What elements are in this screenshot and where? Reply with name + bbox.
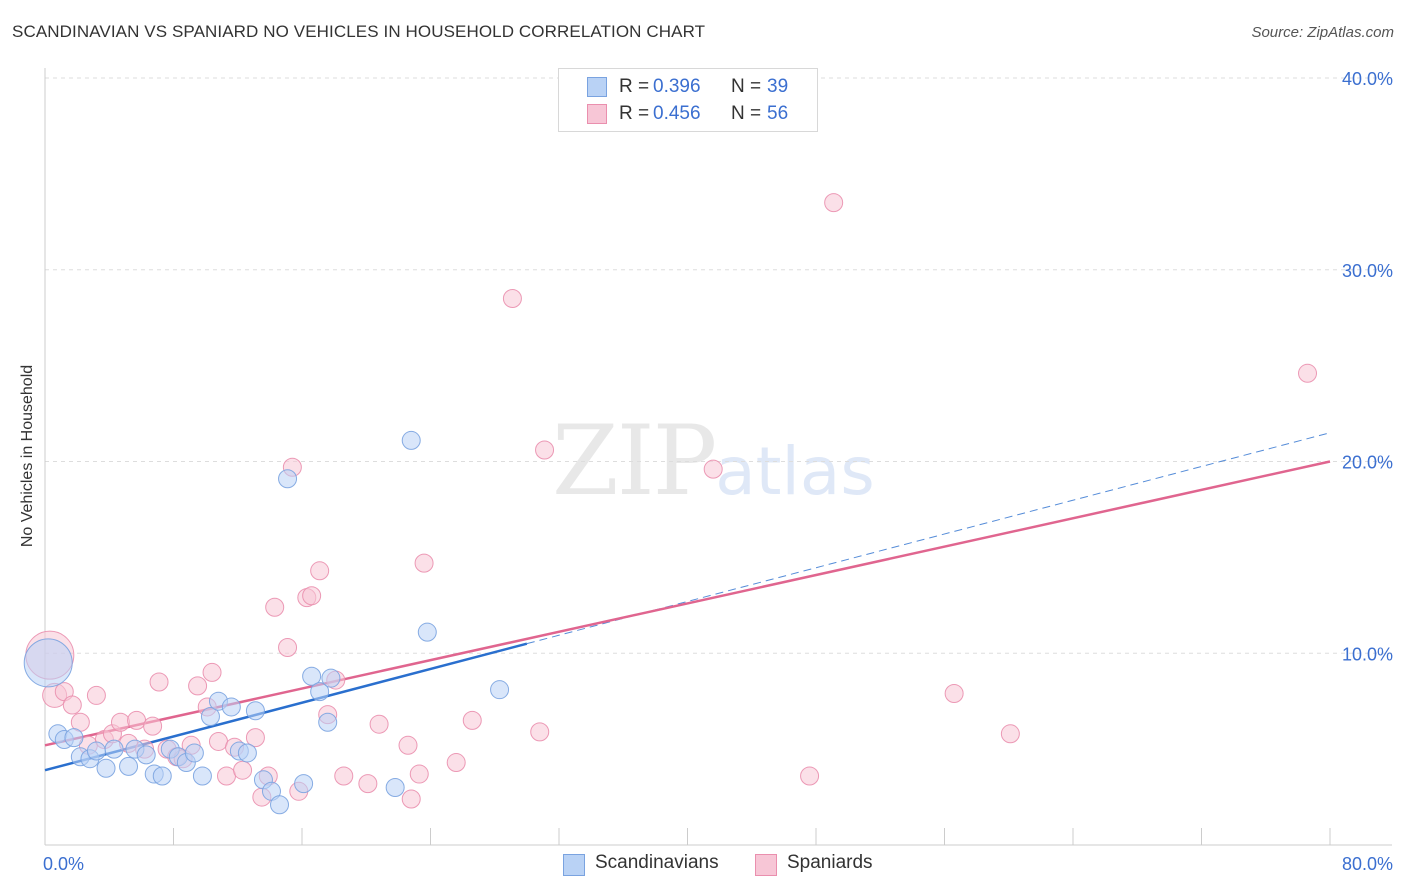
correlation-legend: R = 0.396 N = 39 R = 0.456 N = 56 xyxy=(558,68,818,132)
scandinavian-point xyxy=(385,777,405,797)
scandinavian-point xyxy=(136,745,156,765)
scandinavian-point xyxy=(318,712,338,732)
spaniard-point xyxy=(149,672,169,692)
spaniard-point xyxy=(446,753,466,773)
legend-r-value: 0.396 xyxy=(653,76,701,97)
spaniard-trend-line xyxy=(44,460,1331,747)
trend-lines xyxy=(44,432,1331,772)
spaniard-point xyxy=(265,597,285,617)
blue-swatch xyxy=(563,854,585,876)
x-tick-label: 0.0% xyxy=(43,854,84,874)
y-tick-label: 10.0% xyxy=(1342,644,1393,664)
bottom-legend-label: Spaniards xyxy=(787,852,873,873)
watermark-atlas: atlas xyxy=(715,433,875,510)
spaniard-point xyxy=(310,561,330,581)
legend-n-label: N = xyxy=(731,103,762,124)
spaniard-point xyxy=(86,685,106,705)
y-tick-label: 40.0% xyxy=(1342,69,1393,89)
zipatlas-watermark: ZIPatlas xyxy=(552,405,875,517)
scandinavian-point xyxy=(221,697,241,717)
scandinavian-point xyxy=(64,728,84,748)
legend-r-label: R = xyxy=(619,103,650,124)
pink-swatch xyxy=(755,854,777,876)
spaniard-point xyxy=(110,712,130,732)
spaniard-point xyxy=(188,676,208,696)
scandinavian-point xyxy=(237,743,257,763)
x-tick-label: 80.0% xyxy=(1342,854,1393,874)
scandinavian-point xyxy=(302,666,322,686)
spaniard-point xyxy=(530,722,550,742)
bottom-legend-label: Scandinavians xyxy=(595,852,719,873)
spaniard-point xyxy=(535,440,555,460)
spaniard-point xyxy=(245,728,265,748)
spaniard-point xyxy=(414,553,434,573)
grid-lines xyxy=(45,77,1392,654)
scandinavian-trend-extension xyxy=(526,432,1331,645)
chart-title: SCANDINAVIAN VS SPANIARD NO VEHICLES IN … xyxy=(12,22,706,41)
scandinavian-point xyxy=(23,638,73,688)
scandinavian-point xyxy=(278,469,298,489)
spaniard-point xyxy=(217,766,237,786)
spaniard-point xyxy=(409,764,429,784)
spaniard-point xyxy=(278,637,298,657)
pink-swatch xyxy=(587,104,607,124)
scandinavian-point xyxy=(184,743,204,763)
spaniard-point xyxy=(944,684,964,704)
legend-n-value: 56 xyxy=(767,103,789,124)
spaniard-point xyxy=(143,716,163,736)
scandinavian-point xyxy=(490,680,510,700)
watermark-zip: ZIP xyxy=(552,405,717,517)
source-label: Source: ZipAtlas.com xyxy=(1251,24,1394,41)
scandinavian-point xyxy=(417,622,437,642)
spaniard-point xyxy=(1298,363,1318,383)
spaniard-point xyxy=(358,774,378,794)
spaniard-point xyxy=(202,662,222,682)
legend-n-value: 39 xyxy=(767,76,789,97)
scandinavian-point xyxy=(96,758,116,778)
scandinavian-point xyxy=(152,766,172,786)
blue-swatch xyxy=(587,77,607,97)
y-tick-label: 30.0% xyxy=(1342,261,1393,281)
spaniard-point xyxy=(462,710,482,730)
spaniard-point xyxy=(233,760,253,780)
legend-r-label: R = xyxy=(619,76,650,97)
scandinavian-point xyxy=(200,707,220,727)
scandinavian-point xyxy=(192,766,212,786)
spaniard-point xyxy=(369,714,389,734)
legend-n-label: N = xyxy=(731,76,762,97)
y-tick-label: 20.0% xyxy=(1342,453,1393,473)
spaniard-point xyxy=(208,731,228,751)
spaniard-point xyxy=(302,586,322,606)
spaniard-point xyxy=(127,710,147,730)
data-points xyxy=(23,193,1318,815)
spaniard-point xyxy=(703,459,723,479)
legend-r-value: 0.456 xyxy=(653,103,701,124)
spaniard-point xyxy=(334,766,354,786)
scandinavian-point xyxy=(401,430,421,450)
scandinavian-point xyxy=(321,668,341,688)
spaniard-point xyxy=(401,789,421,809)
scandinavian-point xyxy=(86,741,106,761)
scandinavian-point xyxy=(310,682,330,702)
spaniard-point xyxy=(800,766,820,786)
spaniard-point xyxy=(502,289,522,309)
scandinavian-point xyxy=(119,756,139,776)
spaniard-point xyxy=(398,735,418,755)
scandinavian-point xyxy=(294,774,314,794)
scandinavian-point xyxy=(104,739,124,759)
spaniard-point xyxy=(62,695,82,715)
tick-labels: 10.0% 20.0% 30.0% 40.0% 0.0% 80.0% xyxy=(43,69,1393,874)
spaniard-point xyxy=(1000,724,1020,744)
axes xyxy=(44,68,1392,846)
scandinavian-point xyxy=(270,795,290,815)
scandinavian-point xyxy=(245,701,265,721)
spaniard-point xyxy=(824,193,844,213)
